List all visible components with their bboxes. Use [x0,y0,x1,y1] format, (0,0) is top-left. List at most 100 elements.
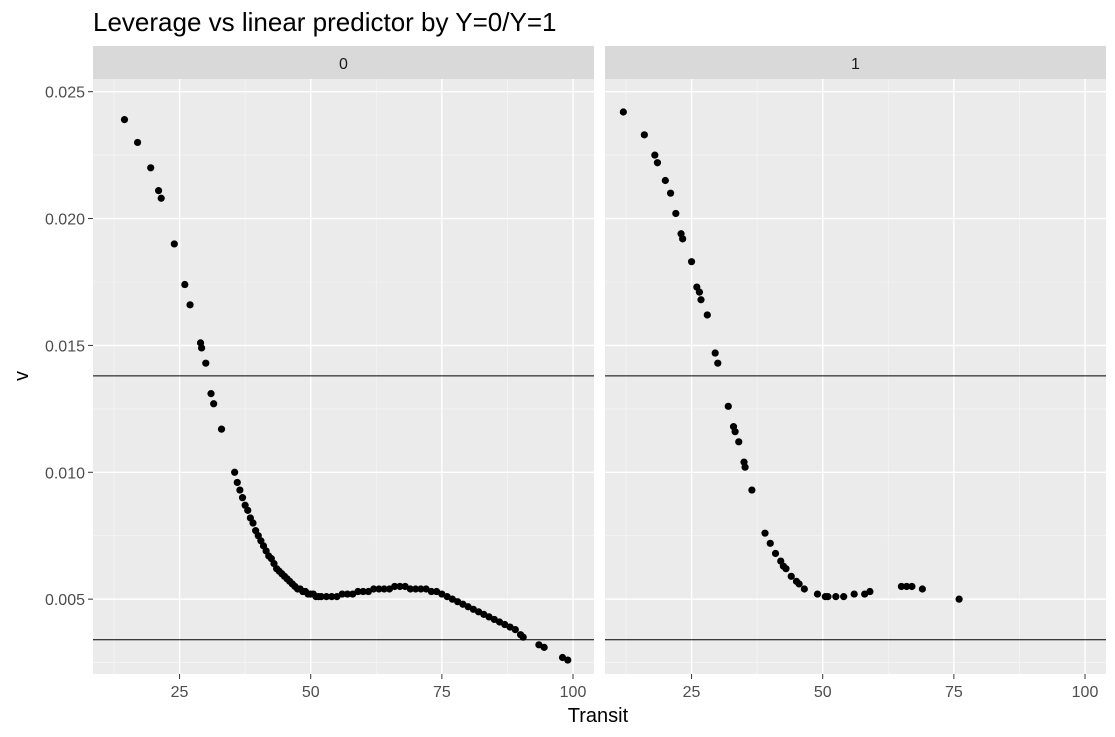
data-point [897,582,906,591]
x-axes: 25 50 75 100 25 50 75 100 [171,674,1099,701]
data-point [391,582,399,591]
x-tick-label: 50 [814,684,832,701]
data-point [511,625,519,634]
facet-panel-0: 0 [93,46,594,674]
facet-strip-label: 1 [851,56,860,73]
data-point [748,486,756,494]
data-point [207,390,215,398]
data-point [619,108,627,116]
data-point [703,311,711,319]
data-point [217,425,226,433]
data-points [120,115,572,664]
y-tick-label: 0.015 [45,338,85,355]
data-points [619,108,963,603]
data-point [832,593,840,601]
data-point [396,582,404,591]
x-axis-1: 25 50 75 100 [683,674,1099,701]
data-point [343,590,352,598]
data-point [338,590,346,598]
data-point [380,585,388,593]
data-point [711,349,719,357]
data-point [375,585,383,593]
data-point [120,115,129,124]
y-axis-title: v [11,371,33,381]
x-tick-label: 25 [171,684,189,701]
data-point [714,359,722,367]
data-point [908,582,916,591]
data-point [197,344,206,352]
data-point [672,209,680,218]
panel-background [605,79,1106,674]
data-point [322,593,331,601]
data-point [787,572,795,580]
data-point [661,176,669,185]
data-point [640,131,648,139]
y-tick-label: 0.025 [45,85,85,102]
x-tick-label: 50 [302,684,320,701]
data-point [236,486,244,494]
data-point [154,187,163,195]
data-point [795,580,803,588]
data-point [766,539,774,547]
data-point [170,240,178,248]
data-point [181,280,189,289]
data-point [519,633,527,641]
y-axis: 0.005 0.010 0.015 0.020 0.025 [45,85,93,609]
data-point [741,463,749,471]
data-point [186,301,194,309]
data-point [233,478,241,487]
data-point [231,468,239,476]
data-point [724,402,732,410]
facet-strip-label: 0 [339,56,348,73]
data-point [800,585,808,593]
data-point [731,428,739,436]
data-point [695,288,704,296]
data-point [564,656,572,664]
data-point [354,587,362,596]
chart-title: Leverage vs linear predictor by Y=0/Y=1 [93,7,556,37]
y-tick-label: 0.020 [45,212,85,229]
x-tick-label: 100 [560,684,587,701]
data-point [782,565,790,573]
data-point [157,194,165,202]
data-point [666,189,675,197]
data-point [813,590,822,598]
data-point [771,549,780,558]
facet-strip [605,46,1106,79]
data-point [651,151,659,159]
data-point [147,164,155,172]
x-tick-label: 100 [1072,684,1099,701]
data-point [370,585,378,593]
facet-panel-1: 1 [605,46,1106,674]
x-tick-label: 25 [683,684,701,701]
data-point [249,519,257,527]
data-point [687,258,696,266]
x-axis-title: Transit [568,705,629,727]
data-point [824,593,832,601]
data-point [866,587,874,596]
data-point [955,595,963,603]
data-point [359,587,367,596]
data-point [412,585,420,593]
x-axis-0: 25 50 75 100 [171,674,587,701]
data-point [653,159,662,167]
data-point [417,585,425,593]
data-point [238,494,247,502]
data-point [406,585,414,593]
y-tick-label: 0.010 [45,465,85,482]
data-point [328,593,336,601]
data-point [903,582,911,591]
x-tick-label: 75 [945,684,963,701]
x-tick-label: 75 [433,684,451,701]
data-point [735,438,743,446]
data-point [918,585,926,593]
data-point [850,590,858,598]
data-point [761,529,769,537]
data-point [840,593,848,601]
facet-strip [93,46,594,79]
data-point [679,235,687,243]
data-point [244,506,252,514]
data-point [317,593,325,601]
